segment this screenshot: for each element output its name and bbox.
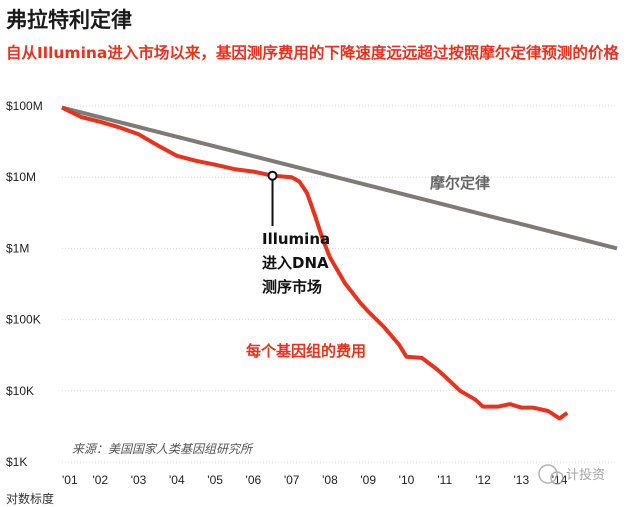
x-tick-label: '13 — [513, 473, 529, 487]
illumina-label-line2: 进入DNA — [262, 254, 329, 272]
x-tick-label: '02 — [92, 473, 108, 487]
y-tick-label: $100M — [6, 99, 43, 113]
chart-title: 弗拉特利定律 — [6, 8, 132, 32]
genome-cost-label: 每个基因组的费用 — [246, 342, 366, 360]
illumina-marker — [267, 170, 278, 181]
x-tick-labels: '01'02'03'04'05'06'07'08'09'10'11'12'13 '… — [62, 473, 568, 487]
x-tick-label: '12 — [475, 473, 491, 487]
x-tick-label: '06 — [246, 473, 262, 487]
illumina-label-line1: Illumina — [262, 230, 330, 248]
x-tick-label: '08 — [322, 473, 338, 487]
x-tick-label: '04 — [169, 473, 185, 487]
watermark-icon-small — [550, 471, 564, 485]
y-tick-label: $10K — [6, 384, 34, 398]
x-tick-label: '05 — [207, 473, 223, 487]
watermark-icon — [538, 464, 558, 484]
x-tick-label: '11 — [437, 473, 452, 487]
gridlines — [62, 105, 617, 463]
x-tick-label: '01 — [62, 473, 78, 487]
y-tick-labels: $100M $10M $1M $100K $10K $1K — [6, 99, 43, 469]
y-tick-label: $1K — [6, 455, 27, 469]
log-scale-note: 对数标度 — [6, 491, 54, 506]
x-tick-label: '10 — [399, 473, 415, 487]
moore-law-line — [61, 105, 618, 251]
x-tick-label: '09 — [360, 473, 376, 487]
watermark-text: 计投资 — [566, 467, 605, 483]
y-tick-label: $1M — [6, 241, 29, 255]
genome-cost-line — [61, 105, 569, 421]
moore-law-label: 摩尔定律 — [430, 174, 490, 192]
source-note: 来源：美国国家人类基因组研究所 — [72, 442, 254, 456]
illumina-label-line3: 测序市场 — [262, 278, 322, 296]
x-tick-label: '07 — [284, 473, 300, 487]
chart-subtitle: 自从Illumina进入市场以来，基因测序费用的下降速度远远超过按照摩尔定律预测… — [6, 44, 619, 62]
y-tick-label: $10M — [6, 170, 36, 184]
watermark: 计投资 — [538, 464, 605, 485]
y-tick-label: $100K — [6, 313, 41, 327]
x-tick-label: '03 — [131, 473, 147, 487]
